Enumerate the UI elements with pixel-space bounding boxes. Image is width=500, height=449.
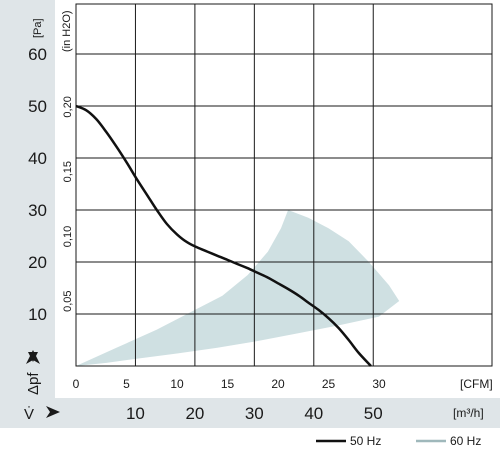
y-ticks-inh2o: 0,05 0,10 0,15 0,20 (62, 96, 74, 312)
x-tick-cfm-label: 10 (170, 377, 184, 391)
x-tick-m3h-label: 50 (364, 404, 383, 423)
legend-label-60hz: 60 Hz (450, 434, 481, 448)
y-tick-pa-label: 50 (28, 97, 47, 116)
x-arrow-icon (46, 406, 60, 418)
x-tick-cfm-label: 25 (322, 377, 336, 391)
y-tick-inh2o-label: 0,05 (62, 290, 74, 311)
y-unit-inh2o: (in H2O) (61, 10, 73, 52)
legend-label-50hz: 50 Hz (350, 434, 381, 448)
x-symbol: V̇ (24, 406, 34, 423)
area-60hz (76, 210, 400, 366)
y-tick-inh2o-label: 0,10 (62, 226, 74, 247)
y-arrow-head-icon (26, 350, 40, 364)
y-symbol: Δpf (25, 372, 42, 395)
x-unit-cfm: [CFM] (460, 377, 493, 391)
plot-frame (75, 3, 493, 367)
x-tick-m3h-label: 20 (185, 404, 204, 423)
x-axis-band (0, 398, 500, 428)
y-tick-pa-label: 30 (28, 201, 47, 220)
x-ticks-m3h: 10 20 30 40 50 (126, 404, 383, 423)
x-ticks-cfm: 0 5 10 15 20 25 30 (73, 377, 386, 391)
y-tick-inh2o-label: 0,15 (62, 161, 74, 182)
y-ticks-pa: 10 20 30 40 50 60 (28, 45, 47, 324)
x-tick-cfm-label: 5 (123, 377, 130, 391)
y-tick-pa-label: 40 (28, 149, 47, 168)
series-50hz-line (75, 104, 372, 367)
y-unit-pa: [Pa] (32, 18, 44, 38)
x-tick-m3h-label: 40 (304, 404, 323, 423)
x-tick-cfm-label: 20 (271, 377, 285, 391)
y-tick-pa-label: 10 (28, 305, 47, 324)
y-tick-pa-label: 60 (28, 45, 47, 64)
x-tick-cfm-label: 15 (221, 377, 235, 391)
x-unit-m3h: [m³/h] (453, 406, 484, 420)
x-tick-m3h-label: 30 (245, 404, 264, 423)
x-tick-cfm-label: 30 (372, 377, 386, 391)
y-tick-inh2o-label: 0,20 (62, 96, 74, 117)
legend: 50 Hz 60 Hz (316, 434, 481, 448)
y-axis-band (0, 0, 55, 398)
grid (75, 3, 493, 367)
x-tick-cfm-label: 0 (73, 377, 80, 391)
x-tick-m3h-label: 10 (126, 404, 145, 423)
y-tick-pa-label: 20 (28, 253, 47, 272)
